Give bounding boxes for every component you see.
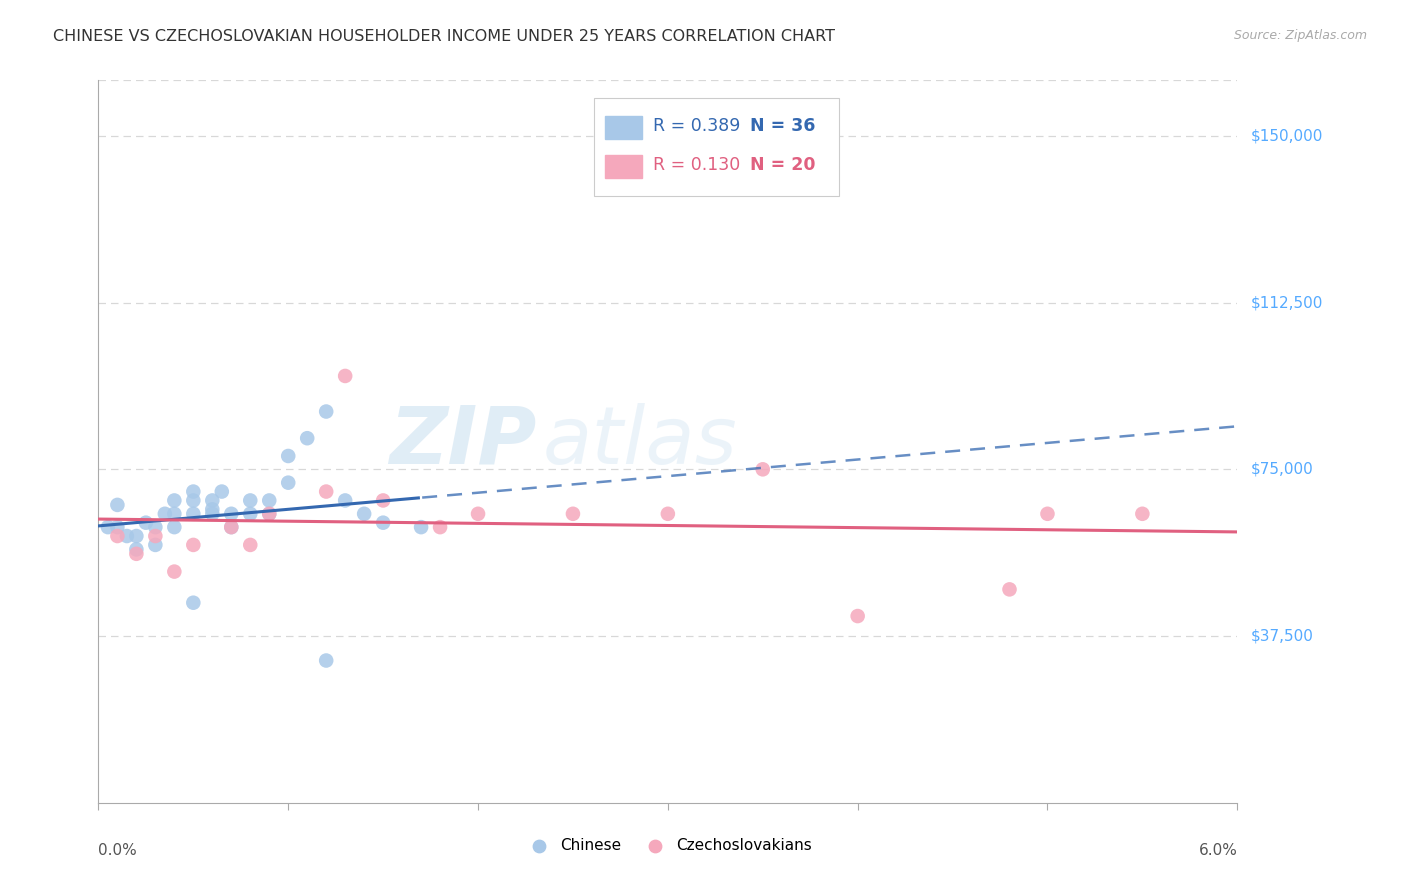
- Point: [998, 582, 1021, 597]
- Text: 6.0%: 6.0%: [1198, 843, 1237, 857]
- Point: [752, 462, 775, 476]
- Text: N = 36: N = 36: [749, 117, 815, 135]
- Point: [125, 542, 148, 557]
- Point: [107, 520, 129, 534]
- Point: [259, 493, 281, 508]
- Point: [562, 507, 585, 521]
- Point: [315, 404, 337, 418]
- Point: [201, 493, 224, 508]
- Point: [125, 547, 148, 561]
- Text: CHINESE VS CZECHOSLOVAKIAN HOUSEHOLDER INCOME UNDER 25 YEARS CORRELATION CHART: CHINESE VS CZECHOSLOVAKIAN HOUSEHOLDER I…: [53, 29, 835, 45]
- Text: N = 20: N = 20: [749, 156, 815, 174]
- Point: [259, 507, 281, 521]
- Point: [97, 520, 120, 534]
- Point: [335, 493, 357, 508]
- Point: [239, 507, 262, 521]
- Point: [163, 520, 186, 534]
- Point: [411, 520, 433, 534]
- FancyBboxPatch shape: [605, 116, 641, 139]
- Point: [221, 520, 243, 534]
- Point: [145, 520, 167, 534]
- Point: [115, 529, 138, 543]
- Point: [371, 516, 394, 530]
- Point: [239, 493, 262, 508]
- Point: [1036, 507, 1059, 521]
- Point: [107, 529, 129, 543]
- Point: [163, 507, 186, 521]
- Point: [277, 475, 299, 490]
- Text: R = 0.130: R = 0.130: [652, 156, 756, 174]
- Point: [145, 538, 167, 552]
- Text: $37,500: $37,500: [1251, 629, 1315, 643]
- Text: $75,000: $75,000: [1251, 462, 1315, 477]
- Point: [467, 507, 489, 521]
- Point: [125, 529, 148, 543]
- Point: [145, 529, 167, 543]
- Text: $150,000: $150,000: [1251, 128, 1323, 144]
- Point: [183, 538, 205, 552]
- Point: [183, 507, 205, 521]
- Point: [846, 609, 869, 624]
- Point: [297, 431, 319, 445]
- Point: [201, 502, 224, 516]
- Point: [183, 484, 205, 499]
- Point: [153, 507, 176, 521]
- Point: [163, 565, 186, 579]
- Point: [107, 498, 129, 512]
- FancyBboxPatch shape: [593, 98, 839, 196]
- Point: [239, 538, 262, 552]
- Point: [1132, 507, 1154, 521]
- Text: R = 0.389: R = 0.389: [652, 117, 756, 135]
- Point: [211, 484, 233, 499]
- Point: [315, 653, 337, 667]
- Point: [335, 368, 357, 383]
- Point: [353, 507, 375, 521]
- Text: $112,500: $112,500: [1251, 295, 1323, 310]
- Point: [277, 449, 299, 463]
- Point: [221, 507, 243, 521]
- Text: ZIP: ZIP: [389, 402, 537, 481]
- Legend: Chinese, Czechoslovakians: Chinese, Czechoslovakians: [523, 838, 813, 853]
- Text: 0.0%: 0.0%: [98, 843, 138, 857]
- Point: [201, 507, 224, 521]
- Point: [657, 507, 679, 521]
- Point: [163, 493, 186, 508]
- Point: [371, 493, 394, 508]
- Point: [135, 516, 157, 530]
- Point: [183, 493, 205, 508]
- Point: [259, 507, 281, 521]
- FancyBboxPatch shape: [605, 154, 641, 178]
- Text: Source: ZipAtlas.com: Source: ZipAtlas.com: [1233, 29, 1367, 43]
- Point: [221, 520, 243, 534]
- Point: [429, 520, 451, 534]
- Text: atlas: atlas: [543, 402, 737, 481]
- Point: [183, 596, 205, 610]
- Point: [315, 484, 337, 499]
